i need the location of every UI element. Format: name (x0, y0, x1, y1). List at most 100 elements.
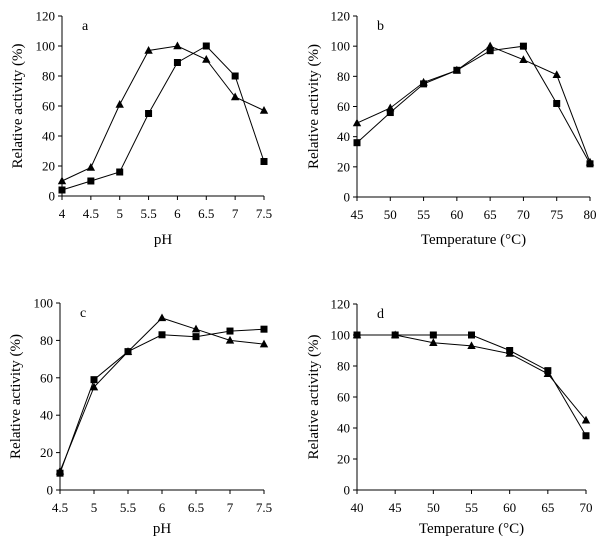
chart-d-triangle-marker (467, 341, 476, 350)
chart-b-x-tick-label: 80 (584, 207, 597, 222)
chart-d-triangle-marker (505, 349, 514, 357)
chart-b-triangle-marker (419, 77, 428, 86)
chart-c-square-marker (90, 376, 98, 384)
chart-c-x-tick-label: 5 (91, 500, 98, 515)
chart-c-y-tick-label: 20 (40, 445, 53, 460)
chart-d-triangle-marker (352, 330, 362, 339)
chart-c-panel: 0 20 40 60 80 100 4.5 5 5.5 6 6.5 7 7.5 pH Relative ac… (8, 296, 272, 538)
chart-a-y-tick-label: 0 (49, 189, 56, 204)
chart-b-triangle-marker (352, 118, 362, 127)
chart-a-square-marker (87, 177, 95, 185)
chart-a-series-squares-line (61, 45, 265, 191)
chart-b-y-axis-title: Relative activity (%) (306, 44, 322, 169)
chart-d-x-axis-title: Temperature (°C) (419, 521, 524, 537)
chart-a-x-tick-label: 6 (174, 206, 181, 221)
chart-d-triangle-marker (429, 338, 438, 346)
chart-c-y-tick-label: 40 (40, 408, 53, 423)
chart-b-square-marker (553, 99, 561, 107)
chart-b-x-tick-label: 55 (417, 207, 430, 222)
chart-c-x-tick-label: 6 (159, 500, 166, 515)
chart-a-triangle-marker (144, 46, 153, 54)
chart-a-x-tick-label: 7.5 (256, 206, 272, 221)
chart-c-x-tick-label: 7.5 (256, 500, 272, 515)
chart-d-x-tick-label: 45 (389, 500, 402, 515)
chart-c-square-marker (192, 333, 200, 341)
chart-d-x-tick-label: 50 (427, 500, 440, 515)
chart-a-x-tick-label: 6.5 (198, 206, 214, 221)
chart-d-y-tick-label: 0 (344, 483, 351, 498)
chart-d-square-marker (468, 331, 475, 339)
chart-a-triangle-marker (57, 176, 67, 185)
chart-a-x-tick-label: 4.5 (83, 206, 99, 221)
chart-a-y-axis-title: Relative activity (%) (10, 44, 26, 169)
chart-a-y-tick-label: 80 (42, 69, 55, 84)
chart-d-panel: 0 20 40 60 80 100 120 40 45 50 55 60 65 70 Temperature… (306, 297, 593, 538)
chart-a-triangle-marker (173, 41, 182, 50)
chart-d-y-tick-label: 100 (331, 328, 351, 343)
chart-c-x-tick-label: 7 (227, 500, 234, 515)
chart-d-x-tick-label: 55 (465, 500, 478, 515)
chart-a-square-marker (260, 158, 268, 165)
chart-c-triangle-marker (157, 313, 167, 322)
chart-d-x-tick-label: 60 (503, 500, 516, 515)
chart-b-triangle-marker (386, 103, 395, 112)
chart-b-y-tick-label: 100 (331, 39, 351, 54)
chart-a-x-tick-label: 5.5 (140, 206, 156, 221)
chart-a-square-marker (145, 110, 153, 117)
chart-a-y-tick-label: 40 (42, 129, 55, 144)
chart-b-series-squares-line (356, 45, 591, 165)
chart-a-x-tick-label: 7 (232, 206, 239, 221)
chart-b-triangle-marker (519, 55, 528, 63)
chart-a-y-tick-label: 20 (42, 159, 55, 174)
chart-c-y-tick-label: 100 (34, 296, 54, 311)
chart-b-x-tick-label: 45 (351, 207, 364, 222)
chart-c-square-marker (158, 331, 166, 339)
chart-d-y-tick-label: 40 (337, 421, 350, 436)
chart-a-y-tick-label: 100 (36, 39, 56, 54)
chart-c-panel-label: c (80, 306, 86, 321)
chart-b-x-tick-label: 75 (550, 207, 563, 222)
chart-b-y-tick-label: 40 (337, 129, 350, 144)
chart-c-square-marker (226, 327, 234, 335)
chart-c-series-triangles-line (59, 317, 265, 472)
chart-a-panel: 0 20 40 60 80 100 120 4 4.5 5 5.5 6 6.5 7 7.5 pH Relativ… (10, 9, 272, 249)
chart-d-x-tick-label: 65 (541, 500, 554, 515)
chart-c-x-tick-label: 6.5 (188, 500, 204, 515)
chart-a-panel-label: a (82, 19, 89, 34)
chart-c-triangle-marker (259, 339, 269, 348)
chart-b-panel: 0 20 40 60 80 100 120 45 50 55 60 65 70 75 80 Temperatu… (306, 9, 597, 249)
chart-b-series-triangles-line (356, 45, 591, 163)
chart-a-square-marker (202, 42, 210, 50)
chart-b-y-tick-label: 0 (344, 190, 351, 205)
chart-d-series-squares-line (357, 334, 587, 437)
chart-b-panel-label: b (377, 19, 384, 34)
chart-c-square-marker (260, 325, 268, 333)
chart-d-square-marker (582, 432, 590, 440)
chart-a-triangle-marker (202, 55, 211, 63)
chart-d-y-tick-label: 60 (337, 390, 350, 405)
chart-a-series-triangles-line (61, 45, 265, 182)
chart-c-triangle-marker (123, 347, 133, 355)
chart-d-y-tick-label: 20 (337, 452, 350, 467)
chart-a-square-marker (231, 72, 239, 80)
chart-d-panel-label: d (377, 307, 384, 322)
chart-c-y-tick-label: 0 (47, 483, 54, 498)
chart-d-triangle-marker (390, 330, 400, 339)
chart-d-y-tick-label: 120 (331, 297, 351, 312)
chart-b-square-marker (519, 42, 527, 50)
chart-c-x-axis-title: pH (153, 521, 172, 537)
chart-b-x-axis-title: Temperature (°C) (421, 232, 526, 248)
chart-a-triangle-marker (259, 106, 269, 114)
chart-c-triangle-marker (55, 466, 65, 475)
chart-b-y-tick-label: 120 (331, 9, 351, 24)
chart-b-y-tick-label: 60 (337, 99, 350, 114)
chart-d-triangle-marker (581, 415, 591, 424)
chart-b-triangle-marker (552, 70, 561, 79)
chart-c-x-tick-label: 5.5 (120, 500, 136, 515)
chart-b-x-tick-label: 65 (484, 207, 497, 222)
chart-a-x-axis-title: pH (154, 232, 173, 248)
chart-b-x-tick-label: 60 (450, 207, 463, 222)
chart-d-square-marker (429, 331, 437, 339)
chart-b-square-marker (386, 109, 394, 117)
